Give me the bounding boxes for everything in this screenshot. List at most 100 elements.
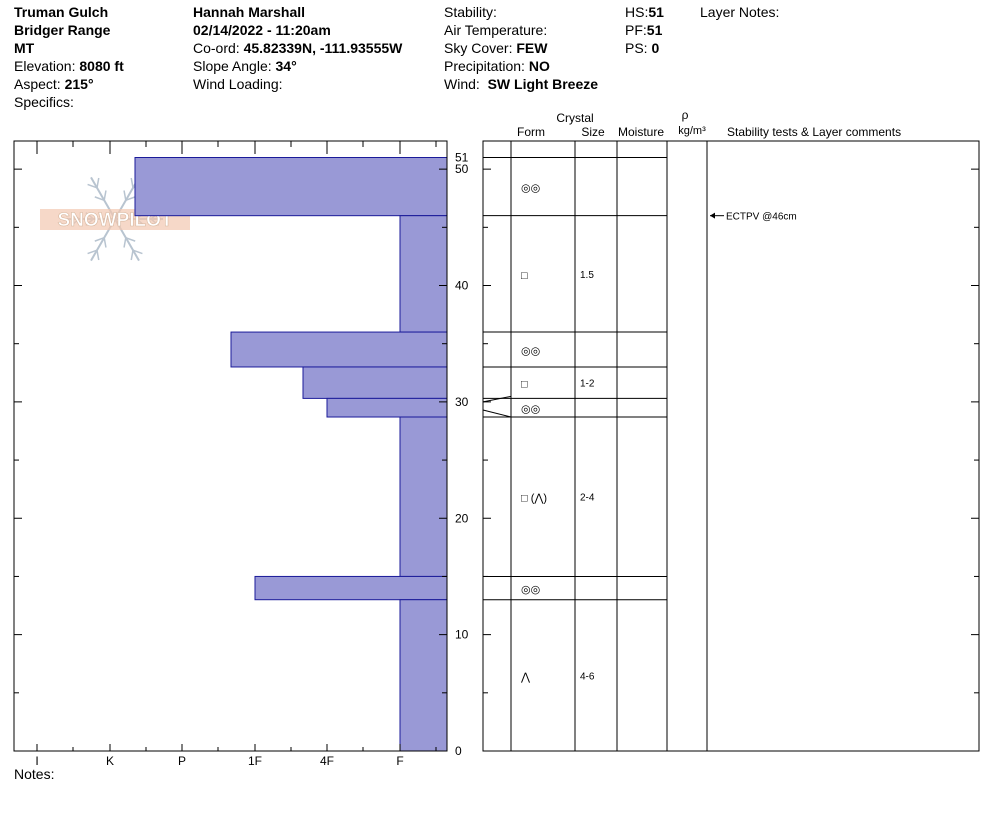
snowflake-branch (132, 249, 143, 255)
ps-label: PS: (625, 40, 648, 56)
air-temp-label: Air Temperature: (444, 22, 548, 38)
hardness-tick-label: 4F (320, 754, 334, 768)
precip-label: Precipitation: (444, 58, 525, 74)
depth-tick-label: 10 (455, 628, 469, 642)
crystal-form-symbol: ⋀ (520, 671, 531, 683)
wind-value: SW Light Breeze (487, 76, 599, 92)
density-header: kg/m³ (678, 125, 706, 137)
snowflake-branch (87, 183, 98, 189)
aspect-label: Aspect: (14, 76, 61, 92)
form-header: Form (517, 125, 545, 139)
crystal-size-value: 2-4 (580, 493, 595, 504)
slope-label: Slope Angle: (193, 58, 272, 74)
snowflake-branch (103, 237, 107, 248)
aspect-row: Aspect: 215° (14, 75, 124, 93)
stability-test-label: ECTPV @46cm (726, 212, 797, 223)
layer-notes-label: Layer Notes: (700, 4, 780, 20)
coord-value: 45.82339N, -111.93555W (243, 40, 403, 56)
snowflake-branch (123, 190, 127, 201)
sky-label: Sky Cover: (444, 40, 513, 56)
range-name: Bridger Range (14, 22, 111, 38)
hardness-bar (326, 397, 448, 418)
crystal-form-symbol: ◎◎ (521, 183, 540, 195)
state-name: MT (14, 40, 35, 56)
crystal-form-symbol: □ (521, 270, 528, 282)
hardness-bar (134, 157, 448, 217)
snowflake-branch (94, 237, 105, 242)
hardness-bar (399, 599, 448, 752)
hardness-bar (230, 331, 448, 368)
hardness-bar (302, 366, 448, 399)
sky-row: Sky Cover: FEW (444, 39, 598, 57)
hardness-bar (254, 575, 448, 601)
depth-tick-label: 20 (455, 511, 469, 525)
observation-datetime: 02/14/2022 - 11:20am (193, 22, 331, 38)
hs-row: HS:51 (625, 3, 664, 21)
snowflake-branch (125, 196, 136, 201)
site-info: Truman Gulch Bridger Range MT Elevation:… (14, 3, 124, 111)
depth-tick-label: 0 (455, 744, 462, 758)
depth-tick-label: 40 (455, 279, 469, 293)
size-header: Size (581, 125, 605, 139)
coord-label: Co-ord: (193, 40, 240, 56)
depth-tick-label: 50 (455, 162, 469, 176)
crystal-header: Crystal (556, 111, 593, 125)
snowflake-branch (123, 237, 127, 248)
hardness-bar (399, 215, 448, 333)
depth-info: HS:51 PF:51 PS: 0 (625, 3, 664, 57)
snowflake-branch (103, 190, 107, 201)
layer-table-frame (482, 140, 980, 752)
snowflake-branch (87, 249, 98, 255)
slope-value: 34° (275, 58, 297, 74)
snowflake-branch (125, 237, 136, 242)
crystal-form-symbol: □ (521, 379, 528, 391)
snowflake-branch (96, 250, 100, 261)
comments-header: Stability tests & Layer comments (727, 125, 901, 139)
elevation-row: Elevation: 8080 ft (14, 57, 124, 75)
snowflake-branch (130, 177, 134, 188)
depth-top-label: 51 (455, 151, 469, 165)
ps-row: PS: 0 (625, 39, 664, 57)
ps-value: 0 (651, 40, 660, 56)
crystal-form-symbol: ◎◎ (521, 404, 540, 416)
snowflake-branch (96, 177, 100, 188)
hs-value: 51 (648, 4, 664, 20)
elevation-value: 8080 ft (79, 58, 124, 74)
crystal-form-symbol: ◎◎ (521, 346, 540, 358)
pf-value: 51 (646, 22, 663, 38)
hardness-tick-label: P (178, 754, 186, 768)
crystal-size-value: 1-2 (580, 379, 595, 390)
crystal-size-value: 4-6 (580, 671, 595, 682)
wind-label: Wind: (444, 76, 480, 92)
hardness-tick-label: K (106, 754, 114, 768)
aspect-value: 215° (64, 76, 94, 92)
coord-row: Co-ord: 45.82339N, -111.93555W (193, 39, 402, 57)
snowflake-branch (130, 250, 134, 261)
moisture-header: Moisture (618, 125, 664, 139)
precip-value: NO (528, 58, 550, 74)
observer-info: Hannah Marshall 02/14/2022 - 11:20am Co-… (193, 3, 402, 93)
observer-name: Hannah Marshall (193, 4, 306, 20)
hardness-bar (399, 416, 448, 577)
thin-layer-connector (482, 409, 512, 418)
crystal-size-value: 1.5 (580, 270, 594, 281)
rho-header: ρ (682, 108, 689, 122)
crystal-form-symbol: ◎◎ (521, 584, 540, 596)
layer-table: Crystal Form Size Moisture ρ kg/m³ Stability t… (482, 108, 980, 752)
hardness-tick-label: F (396, 754, 403, 768)
elevation-label: Elevation: (14, 58, 76, 74)
hardness-tick-label: I (35, 754, 38, 768)
wind-row: Wind: SW Light Breeze (444, 75, 598, 93)
stability-test-arrowhead (710, 212, 715, 219)
notes-label: Notes: (14, 766, 55, 782)
depth-tick-label: 30 (455, 395, 469, 409)
wind-loading-label: Wind Loading: (193, 76, 283, 92)
precip-row: Precipitation: NO (444, 57, 598, 75)
hardness-plot-frame (13, 140, 448, 752)
crystal-form-symbol: □ (⋀) (521, 493, 547, 505)
slope-row: Slope Angle: 34° (193, 57, 402, 75)
hardness-tick-label: 1F (248, 754, 262, 768)
snowflake-branch (94, 196, 105, 201)
